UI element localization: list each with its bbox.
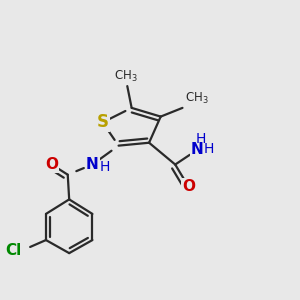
Text: H: H [195, 132, 206, 146]
Text: S: S [97, 113, 109, 131]
Text: O: O [45, 157, 58, 172]
Text: N: N [86, 157, 99, 172]
Text: O: O [182, 179, 195, 194]
Text: N: N [190, 142, 203, 158]
Text: Cl: Cl [5, 243, 21, 258]
Text: CH$_3$: CH$_3$ [114, 69, 138, 84]
Text: H: H [204, 142, 214, 155]
Text: H: H [99, 160, 110, 174]
Text: CH$_3$: CH$_3$ [185, 91, 208, 106]
